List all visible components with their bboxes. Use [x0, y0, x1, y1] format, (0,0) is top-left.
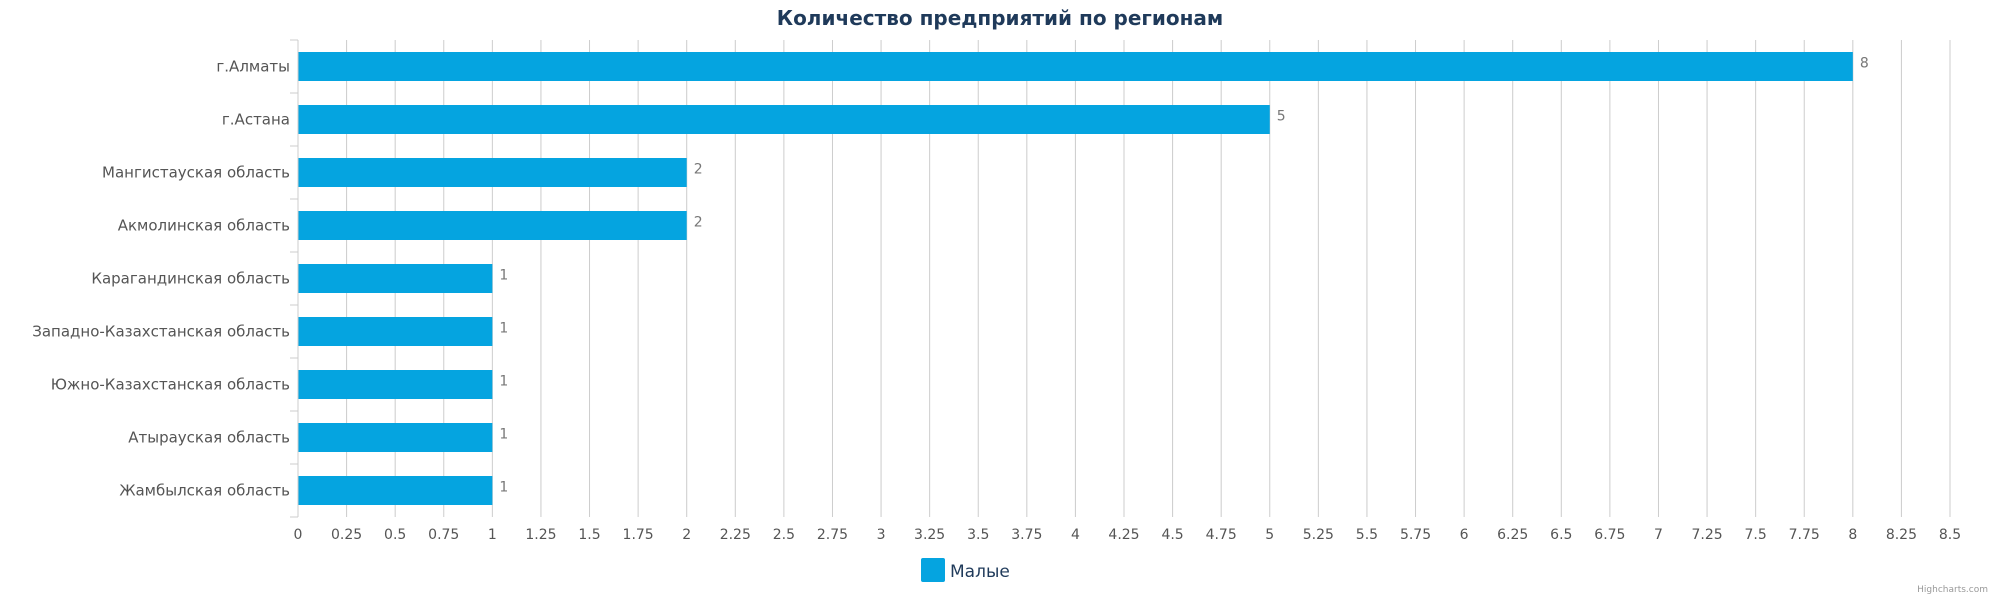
x-tick-label: 5.5 — [1356, 527, 1378, 543]
x-tick-label: 0.25 — [331, 527, 362, 543]
bar[interactable] — [298, 317, 493, 346]
x-tick-label: 2 — [682, 527, 691, 543]
x-tick-label: 2.75 — [817, 527, 848, 543]
data-label: 1 — [499, 321, 508, 337]
x-tick-label: 0 — [294, 527, 303, 543]
x-tick-label: 6 — [1460, 527, 1469, 543]
bar[interactable] — [298, 264, 493, 293]
data-label: 1 — [499, 480, 508, 496]
data-label: 2 — [694, 215, 703, 231]
chart-title: Количество предприятий по регионам — [777, 6, 1224, 30]
legend-label[interactable]: Малые — [950, 562, 1010, 582]
bar[interactable] — [298, 476, 493, 505]
axes: 0 0.25 0.5 0.75 1 1.25 1.5 1.75 2 2.25 2.5 2.75 3 3.2… — [290, 39, 1961, 543]
category-label: Атырауская область — [128, 429, 290, 447]
x-tick-label: 1.75 — [623, 527, 654, 543]
x-tick-label: 2.5 — [773, 527, 795, 543]
bar[interactable] — [298, 423, 493, 452]
x-tick-label: 2.25 — [720, 527, 751, 543]
x-tick-label: 6.75 — [1594, 527, 1625, 543]
data-label: 5 — [1277, 109, 1286, 125]
bar[interactable] — [298, 370, 493, 399]
bar[interactable] — [298, 52, 1853, 81]
x-tick-label: 7 — [1654, 527, 1663, 543]
category-label: Мангистауская область — [102, 164, 290, 182]
data-label: 2 — [694, 162, 703, 178]
legend-swatch[interactable] — [921, 558, 945, 582]
x-tick-label: 3 — [877, 527, 886, 543]
bar[interactable] — [298, 158, 687, 187]
x-tick-label: 8.5 — [1939, 527, 1961, 543]
x-tick-label: 0.5 — [384, 527, 406, 543]
category-label: Акмолинская область — [118, 217, 290, 235]
x-tick-label: 4.5 — [1161, 527, 1183, 543]
x-tick-label: 1 — [488, 527, 497, 543]
x-tick-label: 3.75 — [1011, 527, 1042, 543]
x-tick-label: 8 — [1848, 527, 1857, 543]
category-label: Жамбылская область — [119, 482, 290, 500]
x-tick-label: 3.25 — [914, 527, 945, 543]
category-label: Карагандинская область — [91, 270, 290, 288]
credits[interactable]: Highcharts.com — [1917, 585, 1988, 595]
bars — [298, 52, 1853, 505]
legend[interactable]: Малые — [921, 558, 1010, 582]
x-tick-label: 7.25 — [1691, 527, 1722, 543]
category-label: Западно-Казахстанская область — [32, 323, 290, 341]
data-label: 1 — [499, 268, 508, 284]
x-tick-label: 5 — [1265, 527, 1274, 543]
x-tick-label: 6.25 — [1497, 527, 1528, 543]
data-label: 1 — [499, 427, 508, 443]
x-tick-label: 1.25 — [525, 527, 556, 543]
x-tick-label: 0.75 — [428, 527, 459, 543]
labels: г.Алматы 8 г.Астана 5 Мангистауская область 2… — [32, 56, 1869, 500]
x-tick-label: 1.5 — [578, 527, 600, 543]
bar[interactable] — [298, 211, 687, 240]
bar[interactable] — [298, 105, 1270, 134]
x-tick-label: 7.5 — [1745, 527, 1767, 543]
x-tick-label: 7.75 — [1789, 527, 1820, 543]
x-tick-label: 4.25 — [1108, 527, 1139, 543]
category-label: г.Астана — [222, 111, 290, 129]
category-label: г.Алматы — [216, 58, 290, 76]
data-label: 8 — [1860, 56, 1869, 72]
x-tick-label: 3.5 — [967, 527, 989, 543]
x-tick-label: 6.5 — [1550, 527, 1572, 543]
category-label: Южно-Казахстанская область — [51, 376, 290, 394]
x-tick-label: 5.25 — [1303, 527, 1334, 543]
x-tick-label: 4.75 — [1206, 527, 1237, 543]
x-tick-label: 5.75 — [1400, 527, 1431, 543]
data-label: 1 — [499, 374, 508, 390]
x-tick-label: 4 — [1071, 527, 1080, 543]
x-tick-label: 8.25 — [1886, 527, 1917, 543]
